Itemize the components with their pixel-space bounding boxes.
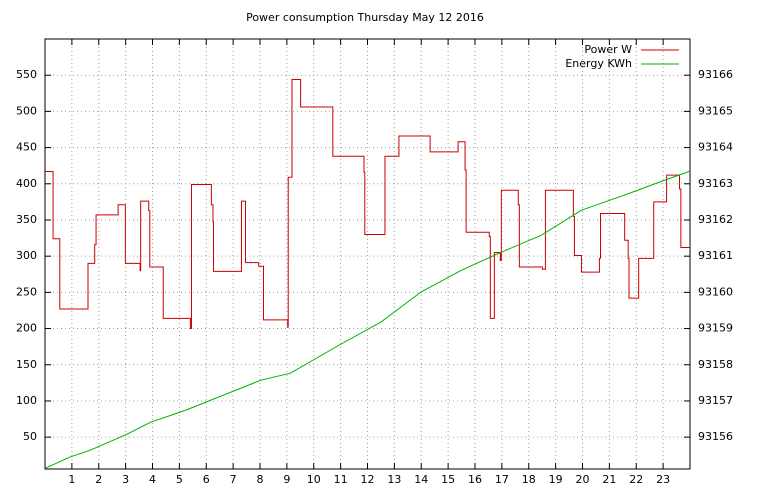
x-tick-label: 3 (122, 473, 129, 486)
series-line (44, 170, 691, 469)
x-tick-label: 6 (203, 473, 210, 486)
x-tick-label: 17 (495, 473, 509, 486)
y2-tick-label: 93166 (698, 68, 733, 81)
x-tick-label: 19 (549, 473, 563, 486)
x-tick-label: 21 (602, 473, 616, 486)
y2-tick-label: 93161 (698, 249, 733, 262)
legend-label: Energy KWh (565, 57, 632, 70)
y-tick-label: 350 (16, 213, 37, 226)
y2-tick-label: 93162 (698, 213, 733, 226)
x-tick-label: 9 (283, 473, 290, 486)
x-tick-label: 11 (334, 473, 348, 486)
y-tick-label: 400 (16, 177, 37, 190)
x-tick-label: 14 (414, 473, 428, 486)
y2-tick-label: 93157 (698, 394, 733, 407)
legend-label: Power W (584, 43, 632, 56)
x-tick-label: 22 (629, 473, 643, 486)
y2-tick-label: 93165 (698, 104, 733, 117)
series-line (45, 79, 690, 330)
x-tick-label: 10 (307, 473, 321, 486)
y2-tick-label: 93164 (698, 141, 733, 154)
y2-tick-label: 93156 (698, 430, 733, 443)
y-tick-label: 100 (16, 394, 37, 407)
y-tick-label: 550 (16, 68, 37, 81)
x-tick-label: 23 (656, 473, 670, 486)
x-tick-label: 16 (468, 473, 482, 486)
y-tick-label: 50 (23, 430, 37, 443)
y-tick-label: 300 (16, 249, 37, 262)
x-tick-label: 5 (176, 473, 183, 486)
x-tick-label: 20 (576, 473, 590, 486)
chart-title: Power consumption Thursday May 12 2016 (246, 11, 484, 24)
x-tick-label: 13 (387, 473, 401, 486)
plot-border (44, 38, 691, 470)
y-tick-label: 150 (16, 358, 37, 371)
y-tick-label: 450 (16, 141, 37, 154)
x-tick-label: 15 (441, 473, 455, 486)
x-tick-label: 7 (230, 473, 237, 486)
y-tick-label: 200 (16, 322, 37, 335)
x-tick-label: 8 (257, 473, 264, 486)
x-tick-label: 4 (149, 473, 156, 486)
x-tick-label: 2 (95, 473, 102, 486)
y-tick-label: 500 (16, 104, 37, 117)
x-tick-label: 18 (522, 473, 536, 486)
x-tick-label: 12 (361, 473, 375, 486)
y2-tick-label: 93159 (698, 322, 733, 335)
x-tick-label: 1 (68, 473, 75, 486)
y2-tick-label: 93160 (698, 285, 733, 298)
y2-tick-label: 93163 (698, 177, 733, 190)
y-tick-label: 250 (16, 285, 37, 298)
y2-tick-label: 93158 (698, 358, 733, 371)
